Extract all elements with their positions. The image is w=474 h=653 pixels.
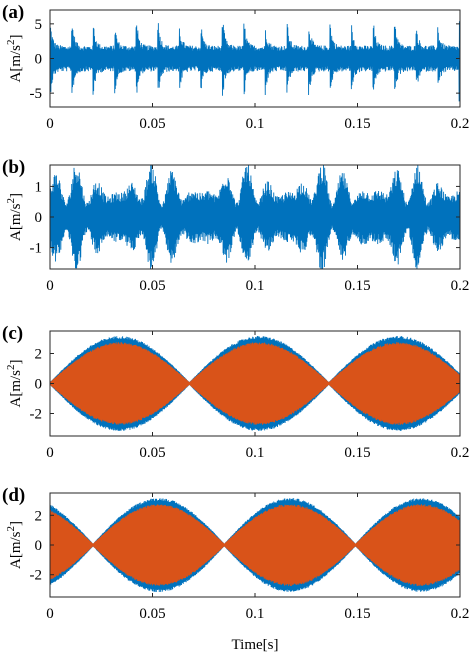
y-axis-label: A[m/s2] — [5, 35, 24, 83]
x-tick-label: 0.05 — [139, 445, 165, 461]
y-tick-label: 5 — [35, 17, 43, 33]
y-axis-label: A[m/s2] — [5, 360, 24, 408]
chart-panel-d: 0 0.05 0.1 0.15 0.2 -2 0 2 A[m/s2] (d) Time[s] — [2, 485, 469, 653]
x-axis-label: Time[s] — [232, 637, 279, 653]
panel-label: (c) — [2, 323, 23, 344]
y-axis-label: A[m/s2] — [5, 193, 24, 241]
series-1-line — [50, 21, 460, 102]
x-tick-label: 0 — [46, 606, 54, 622]
x-tick-label: 0.15 — [344, 116, 370, 132]
panel-label: (a) — [2, 2, 24, 23]
x-tick-label: 0.15 — [344, 445, 370, 461]
x-tick-label: 0.2 — [451, 116, 470, 132]
x-tick-label: 0 — [46, 278, 54, 294]
y-axis-label: A[m/s2] — [5, 521, 24, 569]
x-tick-label: 0.05 — [139, 606, 165, 622]
x-tick-label: 0.1 — [246, 278, 265, 294]
chart-panel-b: 0 0.05 0.1 0.15 0.2 -1 0 1 A[m/s2] (b) — [2, 157, 469, 294]
y-tick-label: 1 — [35, 179, 43, 195]
y-tick-label: 0 — [35, 210, 43, 226]
y-tick-label: -5 — [30, 86, 43, 102]
y-tick-label: 0 — [35, 538, 43, 554]
y-tick-label: 0 — [35, 377, 43, 393]
series-2-line — [50, 504, 460, 586]
series-2-line — [50, 342, 460, 425]
series-1-line — [50, 165, 460, 269]
x-tick-label: 0.1 — [246, 445, 265, 461]
y-tick-label: -1 — [30, 241, 43, 257]
x-tick-label: 0.2 — [451, 606, 470, 622]
x-tick-label: 0.1 — [246, 606, 265, 622]
chart-panel-c: 0 0.05 0.1 0.15 0.2 -2 0 2 A[m/s2] (c) — [2, 323, 469, 461]
x-tick-label: 0.1 — [246, 116, 265, 132]
panel-label: (b) — [2, 157, 25, 178]
y-tick-label: -2 — [30, 568, 43, 584]
y-tick-label: 2 — [35, 508, 43, 524]
y-tick-label: 0 — [35, 52, 43, 68]
x-tick-label: 0.15 — [344, 278, 370, 294]
x-tick-label: 0.15 — [344, 606, 370, 622]
x-tick-label: 0.05 — [139, 116, 165, 132]
x-tick-label: 0.2 — [451, 278, 470, 294]
y-tick-label: 2 — [35, 347, 43, 363]
x-tick-label: 0.05 — [139, 278, 165, 294]
x-tick-label: 0.2 — [451, 445, 470, 461]
x-tick-label: 0 — [46, 116, 54, 132]
y-tick-label: -2 — [30, 407, 43, 423]
x-tick-label: 0 — [46, 445, 54, 461]
panel-label: (d) — [2, 485, 25, 506]
